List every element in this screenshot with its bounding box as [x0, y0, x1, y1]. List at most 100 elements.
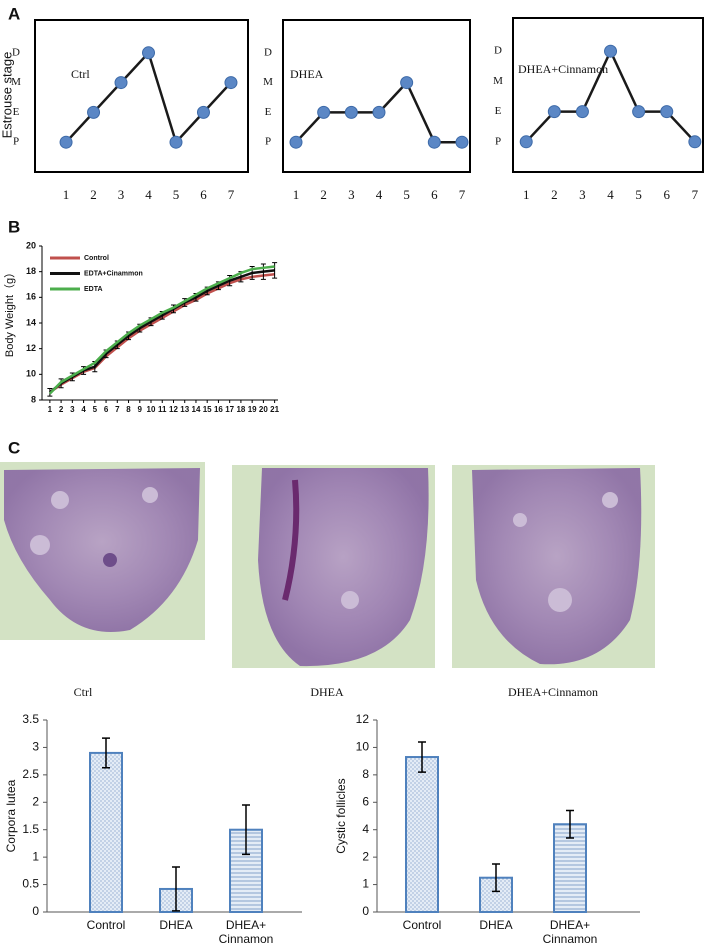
micrograph [0, 462, 205, 640]
stage-point [372, 105, 386, 119]
x-tick-label: 7 [115, 405, 120, 414]
y-tick-label: 20 [26, 240, 36, 250]
x-tick-label: 5 [635, 187, 642, 202]
y-tick-label: 1 [362, 877, 369, 891]
y-tick-label: D [12, 46, 20, 58]
y-tick-label: 1 [32, 849, 39, 863]
annotation: DHEA [290, 67, 324, 81]
micrograph [452, 465, 655, 668]
panel-label: B [8, 217, 20, 236]
x-tick-label: Control [403, 918, 442, 932]
y-tick-label: E [13, 106, 20, 118]
plot-frame [282, 19, 471, 173]
y-tick-label: 2.5 [22, 767, 39, 781]
x-tick-label: DHEA [159, 918, 192, 932]
y-tick-label: 18 [26, 266, 36, 276]
x-tick-label: Control [87, 918, 126, 932]
x-tick-label: 6 [663, 187, 670, 202]
y-tick-label: 12 [26, 343, 36, 353]
legend-label: EDTA [84, 286, 103, 293]
stage-point [547, 105, 561, 119]
x-tick-label: 15 [203, 405, 212, 414]
stage-point [427, 135, 441, 149]
stage-point [604, 44, 618, 58]
stage-line [65, 50, 232, 145]
y-tick-label: 6 [362, 794, 369, 808]
x-tick-label: 2 [90, 187, 97, 202]
x-tick-label: 2 [320, 187, 327, 202]
stage-point [455, 135, 469, 149]
y-tick-label: 0.5 [22, 877, 39, 891]
x-tick-label: 4 [81, 405, 86, 414]
stage-point [575, 105, 589, 119]
y-axis-title: Corpora lutea [4, 779, 18, 852]
x-tick-label: 3 [118, 187, 125, 202]
y-tick-label: P [265, 136, 271, 148]
stage-point [400, 76, 414, 90]
x-tick-label: 3 [348, 187, 355, 202]
error-bar [492, 863, 500, 893]
x-tick-label: 3 [579, 187, 586, 202]
y-tick-label: E [495, 105, 502, 117]
y-tick-label: P [495, 135, 501, 147]
x-tick-label: 17 [225, 405, 234, 414]
stage-point [224, 76, 238, 90]
stage-point [87, 105, 101, 119]
x-tick-label: 21 [270, 405, 279, 414]
x-tick-label: 1 [63, 187, 70, 202]
y-tick-label: D [264, 46, 272, 58]
bar [89, 751, 123, 914]
stage-point [632, 105, 646, 119]
x-tick-label: 4 [607, 187, 614, 202]
y-tick-label: D [494, 45, 502, 57]
x-tick-label: 6 [200, 187, 207, 202]
x-tick-label: 19 [248, 405, 257, 414]
y-axis-title: Estrouse stage [0, 52, 14, 139]
x-tick-label: 20 [259, 405, 268, 414]
x-tick-label: 7 [692, 187, 699, 202]
x-tick-label: 11 [158, 405, 167, 414]
micrograph-caption: DHEA+Cinnamon [508, 685, 598, 699]
x-tick-label: 5 [93, 405, 98, 414]
panel-label: A [8, 4, 20, 23]
x-tick-label: 18 [236, 405, 245, 414]
error-bar [242, 804, 250, 856]
stage-point [317, 105, 331, 119]
y-tick-label: 14 [26, 317, 36, 327]
stage-point [344, 105, 358, 119]
annotation: Ctrl [71, 67, 90, 81]
stage-point [142, 46, 156, 60]
x-tick-label: 2 [551, 187, 558, 202]
x-tick-label: DHEA+ Cinnamon [219, 918, 274, 943]
y-tick-label: 8 [31, 394, 36, 404]
plot-frame [34, 19, 249, 173]
x-tick-label: 5 [173, 187, 180, 202]
x-tick-label: 12 [169, 405, 178, 414]
plot-frame [512, 17, 704, 173]
legend-label: Control [84, 255, 109, 262]
y-axis-title: Cystic follicles [334, 778, 348, 853]
x-tick-label: 6 [104, 405, 109, 414]
y-tick-label: M [493, 75, 503, 87]
y-axis-title: Body Weight（g） [3, 267, 16, 357]
x-tick-label: 14 [192, 405, 201, 414]
x-tick-label: 8 [126, 405, 131, 414]
y-tick-label: E [265, 106, 272, 118]
stage-point [196, 105, 210, 119]
y-tick-label: 0 [32, 904, 39, 918]
stage-point [59, 135, 73, 149]
y-tick-label: 3 [32, 740, 39, 754]
micrograph-caption: Ctrl [74, 685, 93, 699]
x-tick-label: 2 [59, 405, 64, 414]
bar [553, 823, 587, 914]
x-tick-label: 1 [523, 187, 530, 202]
x-tick-label: DHEA+ Cinnamon [543, 918, 598, 943]
x-tick-label: 13 [180, 405, 189, 414]
x-tick-label: 5 [403, 187, 410, 202]
x-tick-label: 3 [70, 405, 75, 414]
stage-point [519, 135, 533, 149]
stage-point [114, 76, 128, 90]
y-tick-label: 1.5 [22, 822, 39, 836]
x-tick-label: 7 [228, 187, 235, 202]
